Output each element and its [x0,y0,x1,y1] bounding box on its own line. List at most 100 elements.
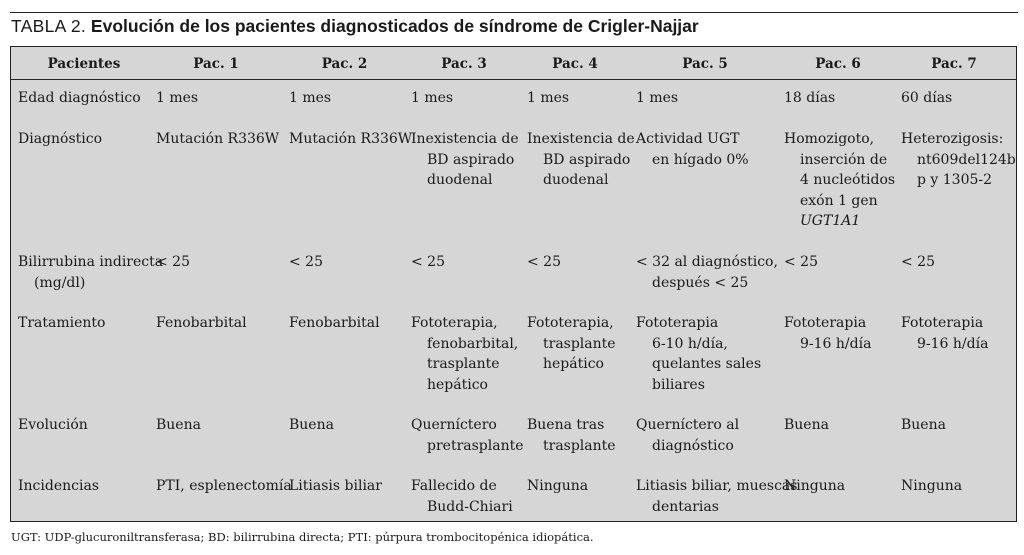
table-number: TABLA 2. [11,16,87,36]
cell-bilirrubina-pac-7: < 25 [901,252,935,273]
cell-line: nt609del124b [917,151,1016,168]
cell-edad-pac-4: 1 mes [527,90,570,106]
gene-name: UGT1A1 [784,211,895,232]
cell-line: duodenal [543,172,609,188]
cell-bilirrubina-pac-1: < 25 [156,252,190,273]
cell-edad-pac-6: 18 días [784,90,836,106]
cell-line: Mutación R336W [156,131,280,147]
cell-evolucion-pac-7: Buena [901,415,946,436]
cell-line: Fototerapia [784,315,867,331]
cell-line: < 25 [901,254,935,270]
cell-edad-pac-3: 1 mes [411,90,454,106]
cell-diagnostico-pac-6: Homozigoto, inserción de 4 nucleótidos e… [784,129,895,232]
cell-line: 6-10 h/día, [652,335,728,352]
cell-line: hepático [543,356,604,372]
cell-edad-pac-5: 1 mes [636,90,679,106]
cell-edad-pac-7: 60 días [901,90,953,106]
gene-name-text: UGT1A1 [800,213,861,229]
header-rule [11,79,1016,80]
header-pac-7: Pac. 7 [931,56,977,72]
cell-diagnostico-pac-7: Heterozigosis: nt609del124b p y 1305-2 [901,129,1016,191]
cell-incidencias-pac-3: Fallecido de Budd-Chiari [411,476,513,517]
cell-evolucion-pac-6: Buena [784,415,829,436]
cell-incidencias-pac-5: Litiasis biliar, muescas dentarias [636,476,797,517]
cell-tratamiento-pac-6: Fototerapia 9-16 h/día [784,313,871,354]
cell-bilirrubina-pac-5: < 32 al diagnóstico, después < 25 [636,252,778,293]
cell-line: Ninguna [784,478,846,494]
cell-line: después < 25 [652,274,749,291]
cell-line: trasplante [543,437,616,454]
cell-bilirrubina-pac-3: < 25 [411,252,445,273]
cell-line: < 25 [289,254,323,270]
cell-line: 4 nucleótidos [800,172,896,188]
data-table: Pacientes Pac. 1 Pac. 2 Pac. 3 Pac. 4 Pa… [10,46,1017,522]
header-pacientes: Pacientes [47,56,121,72]
row-label-tratamiento: Tratamiento [18,315,106,331]
cell-line: Querníctero [411,417,497,433]
cell-line: PTI, esplenectomía [156,478,292,494]
cell-tratamiento-pac-1: Fenobarbital [156,313,247,334]
cell-line: fenobarbital, [427,335,519,352]
cell-line: Querníctero al [636,417,740,433]
cell-bilirrubina-pac-6: < 25 [784,252,818,273]
row-label-evolucion: Evolución [18,417,88,433]
cell-bilirrubina-pac-2: < 25 [289,252,323,273]
cell-edad-pac-2: 1 mes [289,90,332,106]
cell-tratamiento-pac-4: Fototerapia, trasplante hepático [527,313,616,375]
cell-line: pretrasplante [427,437,524,454]
cell-line: Bilirrubina indirecta [18,254,164,270]
cell-line: Buena [901,417,946,433]
cell-line: Homozigoto, [784,131,875,147]
cell-line: p y 1305-2 [917,172,993,188]
cell-line: Ninguna [527,478,589,494]
cell-line: Inexistencia de [527,131,635,147]
row-label-edad: Edad diagnóstico [18,90,141,106]
cell-bilirrubina-pac-4: < 25 [527,252,561,273]
cell-line: diagnóstico [652,437,734,454]
cell-line: Fenobarbital [156,315,247,331]
cell-line: trasplante [543,335,616,352]
cell-line: duodenal [427,172,493,188]
cell-line: BD aspirado [543,151,631,168]
cell-tratamiento-pac-5: Fototerapia 6-10 h/día, quelantes sales … [636,313,761,395]
cell-diagnostico-pac-4: Inexistencia de BD aspirado duodenal [527,129,635,191]
cell-line: Fototerapia [901,315,984,331]
cell-line: biliares [652,376,705,393]
cell-tratamiento-pac-3: Fototerapia, fenobarbital, trasplante he… [411,313,518,395]
row-label-incidencias: Incidencias [18,478,99,494]
header-pac-2: Pac. 2 [321,56,368,72]
cell-incidencias-pac-7: Ninguna [901,476,962,497]
cell-line: Buena tras [527,417,605,433]
header-pac-3: Pac. 3 [441,56,487,72]
cell-evolucion-pac-2: Buena [289,415,334,436]
cell-line: Inexistencia de [411,131,519,147]
cell-line: Fototerapia, [527,315,614,331]
cell-line: en hígado 0% [652,151,749,168]
cell-evolucion-pac-5: Querníctero al diagnóstico [636,415,739,456]
cell-line: Buena [289,417,334,433]
cell-line: Heterozigosis: [901,131,1004,147]
cell-incidencias-pac-4: Ninguna [527,476,588,497]
row-label-bilirrubina: Bilirrubina indirecta (mg/dl) [18,252,163,293]
cell-evolucion-pac-4: Buena tras trasplante [527,415,616,456]
cell-line: (mg/dl) [34,274,86,291]
cell-line: < 25 [411,254,445,270]
cell-line: Fallecido de [411,478,497,494]
header-pac-5: Pac. 5 [682,56,728,72]
table-title: TABLA 2. Evolución de los pacientes diag… [11,16,699,37]
title-top-rule [10,12,1018,13]
header-pac-4: Pac. 4 [552,56,598,72]
cell-line: Buena [784,417,829,433]
cell-line: Mutación R336W [289,131,413,147]
cell-line: Litiasis biliar, muescas [636,478,798,494]
cell-line: inserción de [800,151,888,168]
cell-line: hepático [427,376,488,393]
header-pac-6: Pac. 6 [815,56,861,72]
header-pac-1: Pac. 1 [193,56,239,72]
cell-line: quelantes sales [652,356,762,372]
cell-diagnostico-pac-5: Actividad UGT en hígado 0% [636,129,749,170]
cell-edad-pac-1: 1 mes [156,90,199,106]
cell-line: < 25 [784,254,818,270]
cell-line: 9-16 h/día [917,335,989,352]
cell-line: Ninguna [901,478,963,494]
